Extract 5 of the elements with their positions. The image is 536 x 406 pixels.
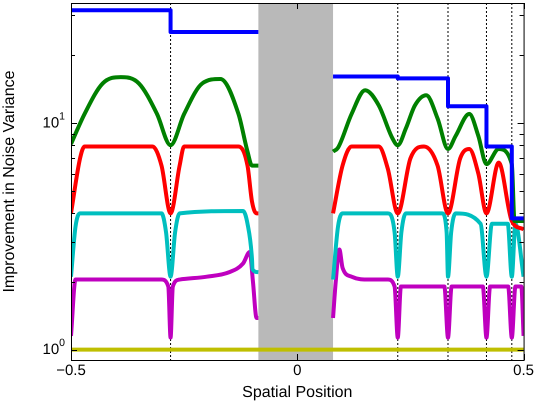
x-tick-label: 0.5 [513,362,534,380]
x-tick-label: 0 [293,362,302,380]
x-axis-title: Spatial Position [242,384,352,401]
y-axis-title: Improvement in Noise Variance [1,70,18,293]
x-tick-label: −0.5 [56,362,86,380]
